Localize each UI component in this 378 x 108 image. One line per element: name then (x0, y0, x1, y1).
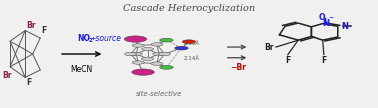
Circle shape (124, 36, 147, 42)
Circle shape (130, 52, 142, 56)
Circle shape (182, 40, 196, 44)
Circle shape (132, 69, 154, 75)
Circle shape (151, 62, 163, 65)
Circle shape (141, 48, 153, 51)
Text: F: F (26, 78, 31, 87)
Text: Cascade Heterocyclization: Cascade Heterocyclization (123, 4, 255, 13)
Circle shape (160, 65, 173, 69)
Circle shape (132, 44, 144, 47)
Text: F: F (321, 56, 327, 65)
Text: site-selective: site-selective (136, 91, 182, 97)
Text: N: N (322, 19, 329, 28)
Text: −Br: −Br (230, 63, 246, 72)
Text: N: N (342, 22, 349, 31)
Text: −: − (328, 15, 334, 20)
Circle shape (158, 52, 170, 56)
Text: +: + (91, 36, 96, 41)
Circle shape (160, 38, 173, 42)
Text: O: O (318, 13, 325, 22)
Circle shape (141, 57, 153, 60)
Text: F: F (285, 56, 290, 65)
Circle shape (151, 43, 163, 46)
Circle shape (175, 46, 188, 50)
Text: Br: Br (26, 21, 36, 30)
Text: MeCN: MeCN (71, 65, 93, 74)
Text: 2: 2 (88, 38, 92, 43)
Text: 2.15Å: 2.15Å (183, 41, 199, 46)
Text: Br: Br (265, 43, 274, 52)
Circle shape (132, 61, 144, 64)
Text: Br: Br (3, 71, 12, 80)
Text: F: F (41, 26, 46, 35)
Text: NO: NO (77, 34, 90, 43)
Circle shape (125, 52, 137, 56)
Text: source: source (93, 34, 121, 43)
Circle shape (153, 52, 165, 56)
Text: 2.14Å: 2.14Å (183, 56, 199, 61)
